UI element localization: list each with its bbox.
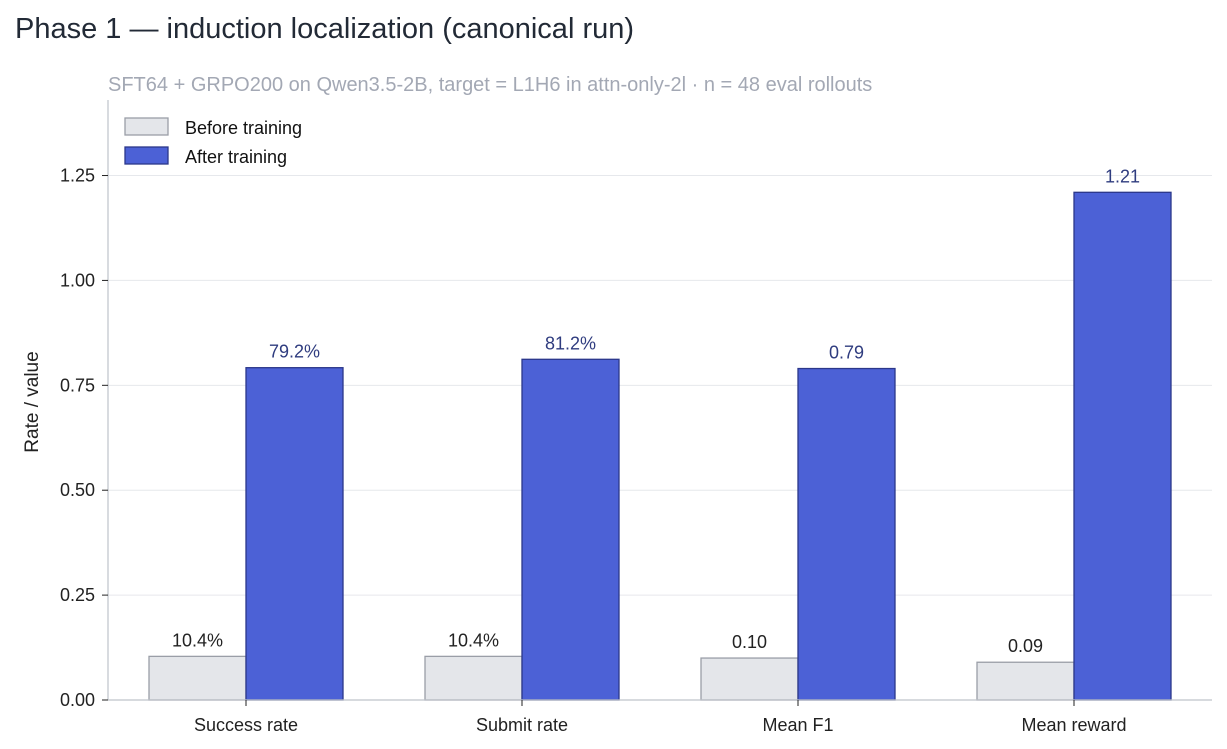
- data-label-after: 79.2%: [269, 342, 320, 362]
- y-tick-label: 1.25: [60, 166, 95, 186]
- data-label-after: 81.2%: [545, 333, 596, 353]
- x-tick-label: Success rate: [194, 715, 298, 735]
- x-tick-label: Mean reward: [1021, 715, 1126, 735]
- bar-before: [424, 655, 523, 701]
- bar-after: [797, 367, 896, 701]
- y-tick-label: 0.25: [60, 585, 95, 605]
- legend-swatch-before: [124, 117, 169, 136]
- bar-before: [976, 661, 1075, 701]
- y-axis-label: Rate / value: [22, 351, 43, 452]
- bar-after: [1073, 191, 1172, 701]
- legend: Before training After training: [124, 117, 302, 167]
- ticks: 0.00 0.25 0.50 0.75 1.00 1.25 Success rate Subm…: [60, 166, 1127, 735]
- y-tick-label: 0.50: [60, 480, 95, 500]
- value-labels: 10.4% 79.2% 10.4% 81.2% 0.10 0.79 0.09 1.21: [172, 166, 1140, 656]
- bar-after: [245, 367, 344, 701]
- data-label-before: 10.4%: [172, 630, 223, 650]
- chart-title: Phase 1 — induction localization (canoni…: [15, 13, 634, 45]
- y-tick-label: 1.00: [60, 270, 95, 290]
- data-label-before: 0.10: [732, 632, 767, 652]
- y-tick-label: 0.00: [60, 690, 95, 710]
- data-label-before: 10.4%: [448, 630, 499, 650]
- data-label-after: 0.79: [829, 343, 864, 363]
- bars: [148, 191, 1172, 701]
- legend-label-before: Before training: [185, 118, 302, 138]
- bar-before: [148, 655, 247, 701]
- y-tick-label: 0.75: [60, 375, 95, 395]
- axes: [107, 100, 1212, 701]
- x-tick-label: Mean F1: [762, 715, 833, 735]
- legend-swatch-after: [124, 146, 169, 165]
- x-tick-label: Submit rate: [476, 715, 568, 735]
- legend-label-after: After training: [185, 147, 287, 167]
- data-label-before: 0.09: [1008, 636, 1043, 656]
- bar-before: [700, 657, 799, 701]
- data-label-after: 1.21: [1105, 166, 1140, 186]
- chart-subtitle: SFT64 + GRPO200 on Qwen3.5-2B, target = …: [108, 74, 872, 96]
- bar-after: [521, 358, 620, 701]
